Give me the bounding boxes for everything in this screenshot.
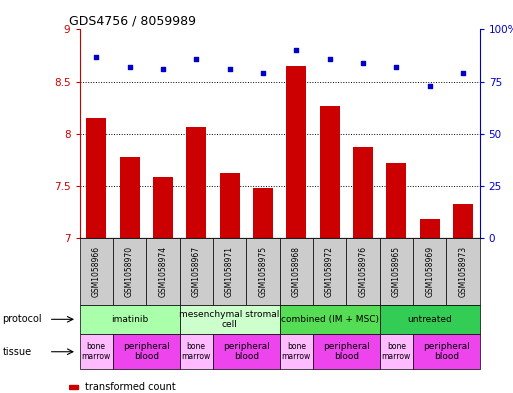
Bar bbox=[413, 238, 446, 305]
Point bbox=[192, 55, 200, 62]
Bar bbox=[346, 238, 380, 305]
Text: imatinib: imatinib bbox=[111, 315, 148, 324]
Bar bbox=[180, 305, 280, 334]
Bar bbox=[120, 156, 140, 238]
Bar bbox=[386, 163, 406, 238]
Bar bbox=[246, 238, 280, 305]
Bar bbox=[380, 334, 413, 369]
Text: bone
marrow: bone marrow bbox=[182, 342, 211, 362]
Bar bbox=[353, 147, 373, 238]
Text: tissue: tissue bbox=[3, 347, 32, 357]
Text: GSM1058970: GSM1058970 bbox=[125, 246, 134, 297]
Text: GSM1058968: GSM1058968 bbox=[292, 246, 301, 297]
Bar bbox=[313, 238, 346, 305]
Bar bbox=[213, 334, 280, 369]
Bar bbox=[80, 305, 180, 334]
Text: GDS4756 / 8059989: GDS4756 / 8059989 bbox=[69, 15, 196, 28]
Bar bbox=[286, 66, 306, 238]
Text: GSM1058974: GSM1058974 bbox=[159, 246, 167, 297]
Text: mesenchymal stromal
cell: mesenchymal stromal cell bbox=[180, 310, 280, 329]
Bar bbox=[380, 238, 413, 305]
Bar bbox=[420, 219, 440, 238]
Bar bbox=[446, 238, 480, 305]
Bar bbox=[453, 204, 473, 238]
Point bbox=[159, 66, 167, 72]
Bar bbox=[186, 127, 206, 238]
Point bbox=[259, 70, 267, 76]
Bar bbox=[213, 238, 246, 305]
Text: bone
marrow: bone marrow bbox=[82, 342, 111, 362]
Text: GSM1058967: GSM1058967 bbox=[192, 246, 201, 297]
Point bbox=[359, 60, 367, 66]
Bar bbox=[313, 334, 380, 369]
Bar bbox=[153, 177, 173, 238]
Text: peripheral
blood: peripheral blood bbox=[423, 342, 470, 362]
Bar bbox=[86, 118, 106, 238]
Bar bbox=[280, 238, 313, 305]
Text: peripheral
blood: peripheral blood bbox=[123, 342, 170, 362]
Text: combined (IM + MSC): combined (IM + MSC) bbox=[281, 315, 379, 324]
Point bbox=[459, 70, 467, 76]
Point bbox=[425, 83, 433, 89]
Text: peripheral
blood: peripheral blood bbox=[323, 342, 370, 362]
Text: bone
marrow: bone marrow bbox=[382, 342, 411, 362]
Text: bone
marrow: bone marrow bbox=[282, 342, 311, 362]
Bar bbox=[69, 385, 78, 389]
Text: protocol: protocol bbox=[3, 314, 42, 324]
Point bbox=[292, 47, 300, 53]
Text: transformed count: transformed count bbox=[85, 382, 176, 392]
Point bbox=[392, 64, 400, 70]
Point bbox=[225, 66, 233, 72]
Text: GSM1058972: GSM1058972 bbox=[325, 246, 334, 297]
Point bbox=[125, 64, 133, 70]
Text: peripheral
blood: peripheral blood bbox=[223, 342, 270, 362]
Text: untreated: untreated bbox=[407, 315, 452, 324]
Text: GSM1058969: GSM1058969 bbox=[425, 246, 434, 297]
Bar bbox=[180, 334, 213, 369]
Bar bbox=[280, 305, 380, 334]
Bar bbox=[180, 238, 213, 305]
Bar bbox=[113, 334, 180, 369]
Text: GSM1058975: GSM1058975 bbox=[259, 246, 267, 297]
Bar bbox=[113, 238, 146, 305]
Point bbox=[325, 55, 333, 62]
Text: GSM1058966: GSM1058966 bbox=[92, 246, 101, 297]
Bar bbox=[253, 188, 273, 238]
Bar bbox=[80, 238, 113, 305]
Text: GSM1058973: GSM1058973 bbox=[459, 246, 467, 297]
Point bbox=[92, 53, 101, 60]
Bar bbox=[380, 305, 480, 334]
Text: GSM1058971: GSM1058971 bbox=[225, 246, 234, 297]
Text: GSM1058965: GSM1058965 bbox=[392, 246, 401, 297]
Bar bbox=[220, 173, 240, 238]
Text: GSM1058976: GSM1058976 bbox=[359, 246, 367, 297]
Bar bbox=[280, 334, 313, 369]
Bar bbox=[413, 334, 480, 369]
Bar bbox=[146, 238, 180, 305]
Bar bbox=[320, 105, 340, 238]
Bar bbox=[80, 334, 113, 369]
